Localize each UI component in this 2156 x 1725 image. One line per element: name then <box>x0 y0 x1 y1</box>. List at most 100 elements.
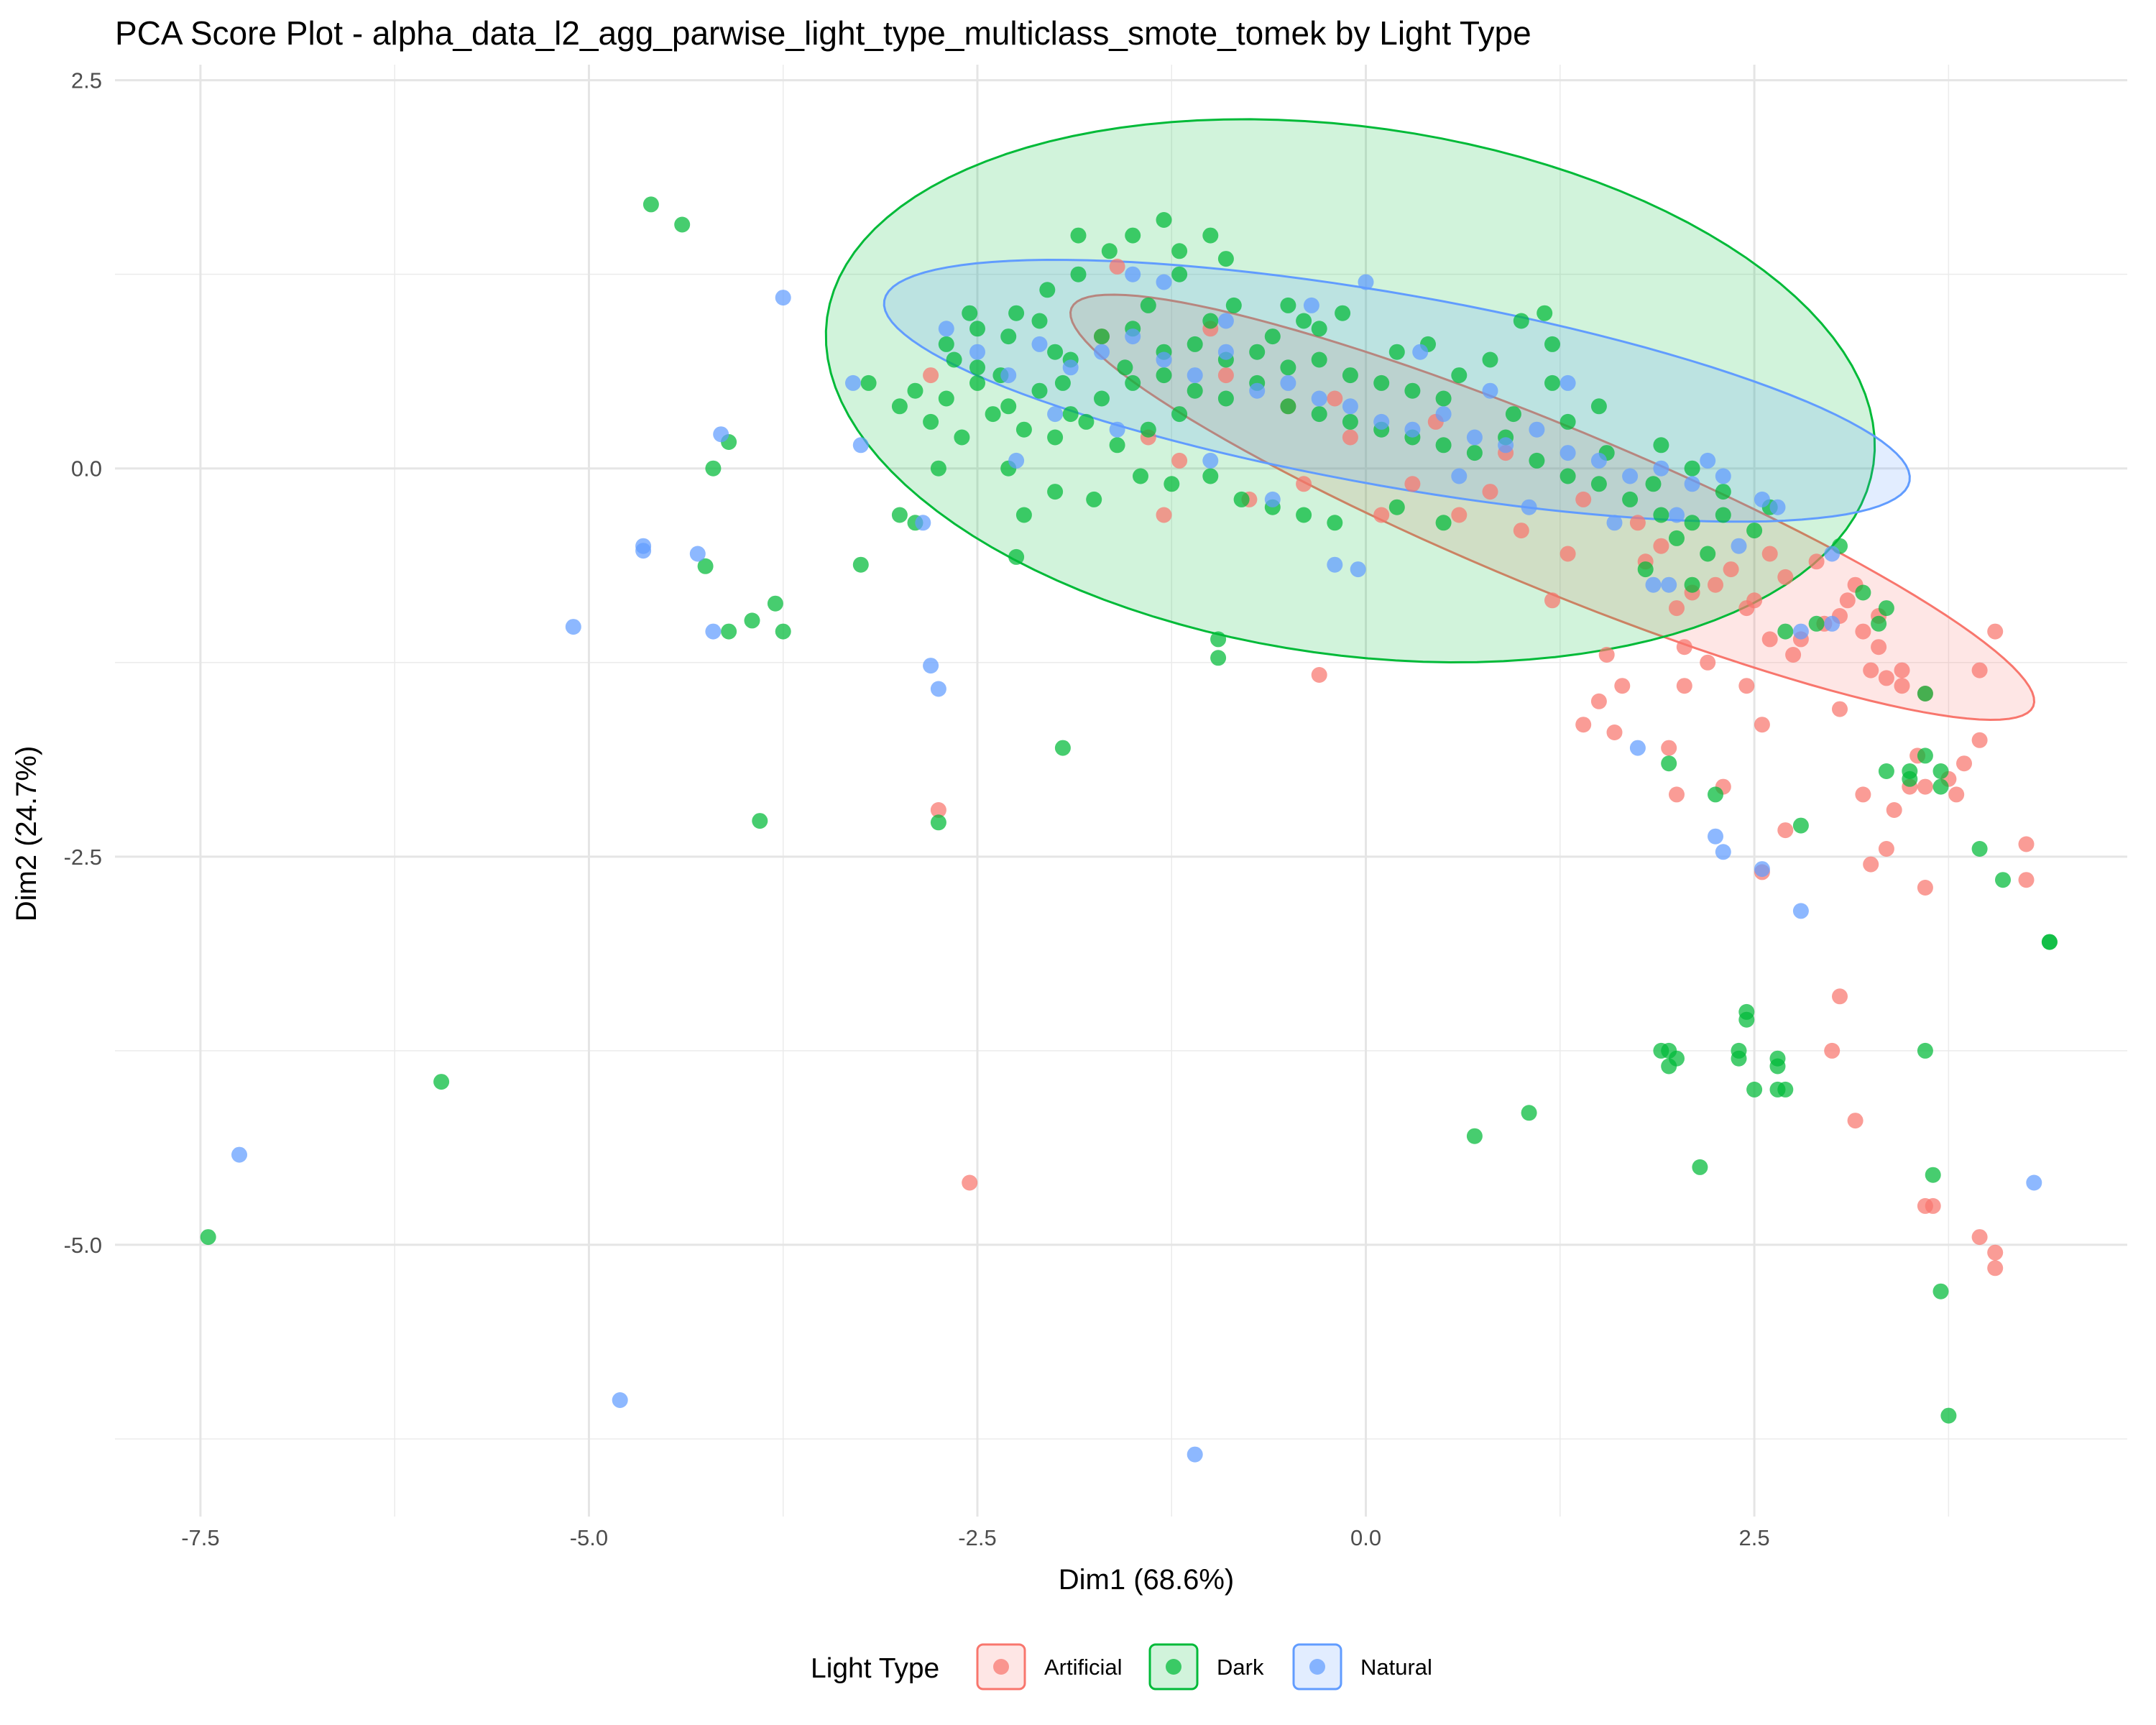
data-point <box>1140 297 1156 313</box>
data-point <box>1451 367 1468 384</box>
data-point <box>852 556 869 573</box>
data-point <box>1971 1229 1988 1246</box>
chart-title: PCA Score Plot - alpha_data_l2_agg_parwi… <box>115 14 1531 52</box>
legend-item-natural: Natural <box>1292 1643 1432 1690</box>
data-point <box>775 290 791 306</box>
data-point <box>1956 755 1972 772</box>
data-point <box>1971 732 1988 748</box>
data-point <box>1015 507 1032 523</box>
data-point <box>1373 413 1390 430</box>
data-point <box>1839 592 1856 609</box>
data-point <box>1661 755 1677 772</box>
data-point <box>1738 678 1755 694</box>
data-point <box>1855 786 1871 803</box>
data-point <box>1164 476 1180 492</box>
data-point <box>969 359 985 376</box>
data-point <box>1435 390 1452 407</box>
data-point <box>1917 778 1933 795</box>
data-point <box>1684 460 1700 477</box>
data-point <box>697 558 714 574</box>
data-point <box>1738 1011 1755 1028</box>
data-point <box>1715 468 1731 484</box>
tick-labels: -7.5 -5.0 -2.5 0.0 2.5 2.5 0.0 -2.5 -5.0 <box>64 68 1770 1550</box>
data-point <box>1513 313 1529 329</box>
data-point <box>1537 305 1553 321</box>
data-point <box>1156 507 1172 523</box>
data-point <box>1373 374 1390 391</box>
data-point <box>1133 468 1148 484</box>
x-tick-label: 2.5 <box>1739 1525 1770 1550</box>
data-point <box>1062 406 1079 423</box>
data-point <box>1769 499 1786 515</box>
data-point <box>1000 398 1017 415</box>
data-point <box>1700 546 1716 562</box>
data-point <box>1661 576 1677 593</box>
data-point <box>1661 1058 1677 1075</box>
data-point <box>231 1146 247 1163</box>
data-point <box>1388 499 1405 515</box>
data-point <box>1746 523 1763 539</box>
data-point <box>1187 336 1203 352</box>
data-point <box>1590 476 1607 492</box>
data-point <box>1777 822 1794 839</box>
y-tick-label: 2.5 <box>71 68 102 93</box>
data-point <box>1684 476 1700 492</box>
data-point <box>1466 445 1483 461</box>
data-point <box>1109 258 1125 275</box>
data-point <box>1971 662 1988 678</box>
data-point <box>1117 359 1133 376</box>
data-point <box>1917 880 1933 896</box>
data-point <box>1731 538 1747 554</box>
data-point <box>1435 515 1452 531</box>
data-point <box>1264 491 1281 507</box>
data-point <box>1140 421 1156 438</box>
data-point <box>1008 452 1025 469</box>
data-point <box>969 344 985 360</box>
data-point <box>1482 484 1498 500</box>
data-point <box>938 390 954 407</box>
data-point <box>1327 515 1343 531</box>
x-tick-label: 0.0 <box>1350 1525 1381 1550</box>
data-point <box>938 336 954 352</box>
data-point <box>1217 390 1234 407</box>
data-point <box>1311 390 1327 407</box>
data-point <box>1715 844 1731 860</box>
data-point <box>1855 584 1871 601</box>
data-point <box>1388 344 1405 360</box>
data-point <box>1932 763 1949 779</box>
data-point <box>1987 1244 2004 1261</box>
data-point <box>1560 374 1576 391</box>
legend-title: Light Type <box>811 1653 939 1684</box>
data-point <box>433 1074 450 1090</box>
data-point <box>946 351 962 368</box>
data-point <box>1412 344 1429 360</box>
data-point <box>775 623 791 640</box>
x-tick-label: -7.5 <box>181 1525 219 1550</box>
data-point <box>1777 623 1794 640</box>
data-point <box>1249 344 1266 360</box>
data-point <box>1614 678 1631 694</box>
data-point <box>752 813 768 829</box>
data-point <box>705 460 722 477</box>
data-point <box>1008 305 1025 321</box>
data-point <box>1466 429 1483 446</box>
data-point <box>1086 491 1102 507</box>
data-point <box>1925 1167 1941 1183</box>
data-point <box>1125 227 1141 244</box>
data-point <box>1878 600 1894 617</box>
data-point <box>930 814 946 831</box>
y-axis-title: Dim2 (24.7%) <box>11 746 42 922</box>
data-point <box>1824 1042 1841 1059</box>
data-point <box>642 196 659 213</box>
data-point <box>1047 429 1064 446</box>
data-point <box>1358 274 1374 290</box>
data-point <box>1171 452 1188 469</box>
data-point <box>612 1392 628 1408</box>
data-point <box>1303 297 1319 313</box>
data-point <box>915 515 931 531</box>
data-point <box>1560 413 1576 430</box>
data-point <box>1109 437 1125 454</box>
data-point <box>930 460 946 477</box>
data-point <box>1000 328 1017 345</box>
